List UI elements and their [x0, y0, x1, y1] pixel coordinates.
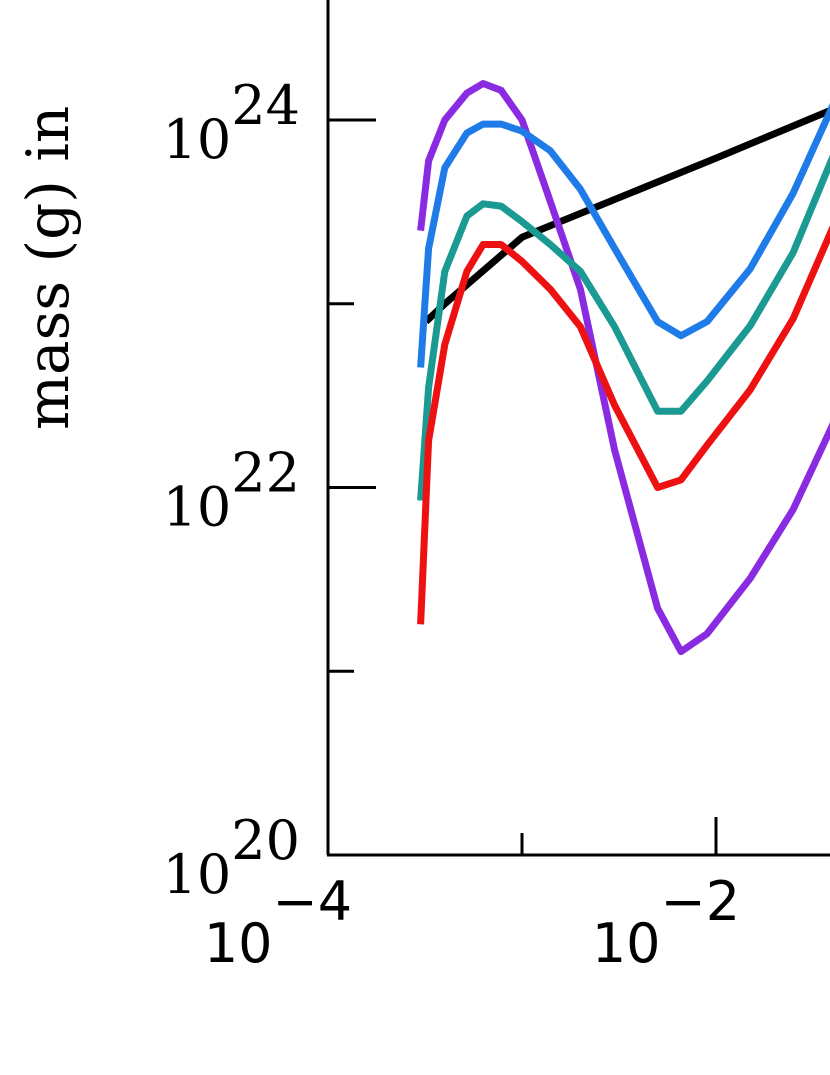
x-tick-label: 10−4 — [204, 870, 352, 975]
y-tick-label: 1022 — [163, 442, 300, 539]
y-axis-label: mass (g) in — [14, 106, 82, 430]
y-tick-label: 1024 — [163, 74, 300, 171]
y-tick-label: 1020 — [163, 809, 300, 906]
x-tick-label: 10−2 — [592, 870, 740, 975]
series-line-1 — [417, 80, 830, 656]
series-lines — [417, 80, 830, 656]
axes — [326, 0, 830, 857]
series-line-2 — [417, 102, 830, 368]
tick-labels: 1020 1022 1024 10−4 10−2 — [163, 74, 741, 975]
series-line-3 — [417, 154, 830, 501]
series-line-4 — [417, 225, 830, 625]
